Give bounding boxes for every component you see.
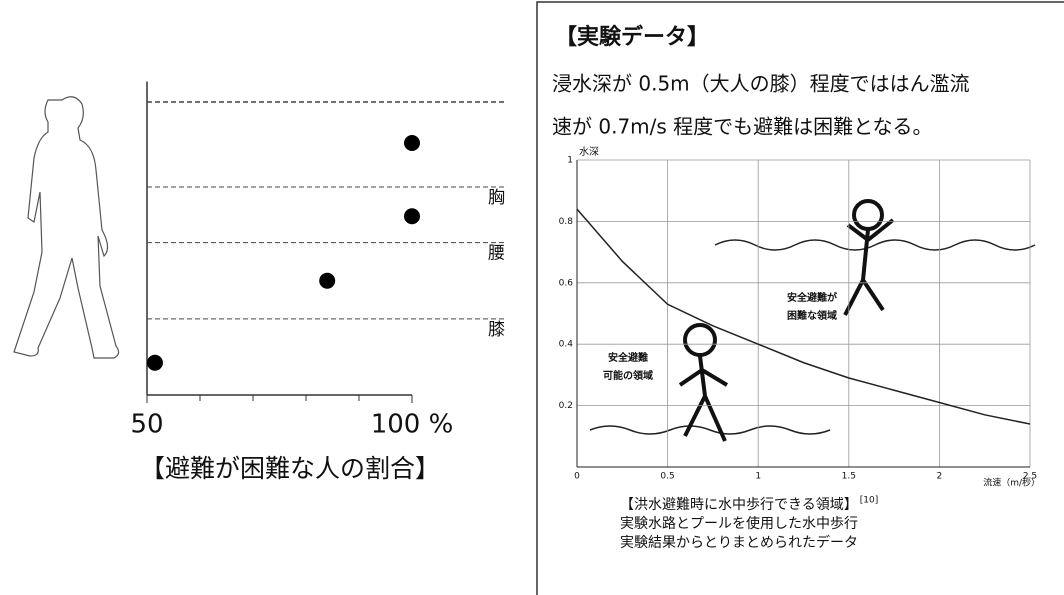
data-point (146, 354, 163, 371)
caption: 実験結果からとりまとめられたデータ (620, 534, 858, 551)
data-point (404, 135, 420, 152)
panel-border (536, 1, 1064, 595)
y-tick-label: 1 (567, 156, 573, 166)
doc-line: 浸水深が 0.5m（大人の膝）程度でははん濫流 (552, 72, 970, 96)
x-tick-label: 0 (574, 472, 580, 482)
y-tick-label: 0.8 (559, 217, 574, 227)
data-point (404, 208, 420, 225)
caption: 実験水路とプールを使用した水中歩行 (620, 515, 858, 532)
wave (714, 239, 1036, 251)
annotation: 安全避難 (608, 351, 648, 364)
reference-label: 膝 (488, 320, 505, 340)
reference-label: 胸 (488, 188, 505, 208)
doc-line: 速が 0.7m/s 程度でも避難は困難となる。 (552, 115, 933, 139)
x-tick-label: 1 (755, 472, 761, 482)
annotation: 可能の領域 (603, 369, 653, 382)
data-line (576, 208, 1031, 425)
x-tick-label: 100 % (371, 410, 454, 440)
y-tick-label: 0.4 (559, 340, 574, 350)
x-tick-label: 1.5 (842, 472, 856, 482)
x-tick-label: 50 (130, 410, 163, 440)
y-axis-label: 水深 (579, 146, 599, 158)
data-point (319, 272, 336, 289)
x-tick-label: 2 (937, 472, 943, 482)
wave (589, 425, 831, 435)
caption: 【避難が困難な人の割合】 (140, 454, 440, 483)
x-axis-label: 流速（m/秒） (983, 477, 1040, 489)
y-tick-label: 0.6 (559, 278, 574, 288)
y-tick-label: 0.2 (559, 401, 573, 411)
annotation: 安全避難が (787, 291, 838, 304)
doc-title: 【実験データ】 (555, 24, 709, 50)
x-tick-label: 2.5 (1023, 472, 1037, 482)
x-tick-label: 0.5 (660, 472, 674, 482)
annotation: 困難な領域 (787, 309, 837, 322)
caption-ref: [10] (860, 496, 878, 506)
caption: 【洪水避難時に水中歩行できる領域】 (620, 496, 858, 513)
person-outline (13, 96, 120, 359)
figure-icon (678, 199, 895, 442)
reference-label: 腰 (488, 244, 505, 264)
